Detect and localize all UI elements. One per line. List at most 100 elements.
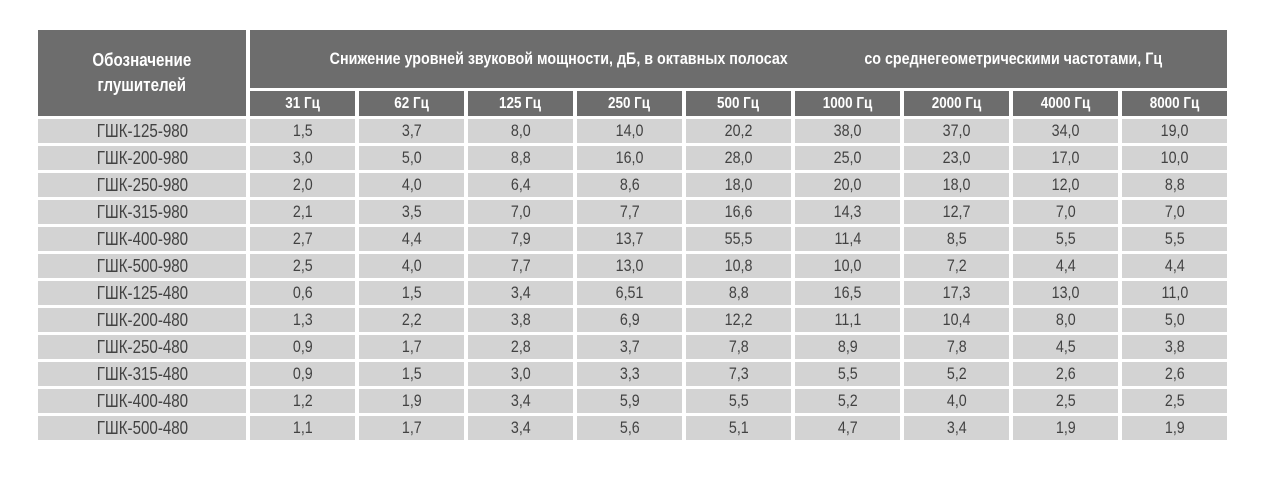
attenuation-value: 3,0: [292, 148, 313, 167]
attenuation-value: 10,0: [833, 256, 862, 275]
attenuation-value: 2,8: [510, 337, 531, 356]
attenuation-value: 7,3: [728, 364, 749, 383]
attenuation-value: 7,8: [728, 337, 749, 356]
attenuation-value: 8,0: [1055, 310, 1076, 329]
attenuation-value-cell: 11,4: [795, 227, 900, 251]
silencer-name-label: ГШК-400-980: [96, 228, 188, 249]
table-row: ГШК-315-980 2,1 3,5 7,0 7,7 16,6 14,3 12,7 7,0 7,…: [38, 200, 1227, 224]
attenuation-value: 4,4: [1164, 256, 1185, 275]
silencer-name-label: ГШК-315-980: [96, 201, 188, 222]
attenuation-value-cell: 55,5: [686, 227, 791, 251]
attenuation-value-cell: 5,9: [577, 389, 682, 413]
attenuation-value-cell: 5,1: [686, 416, 791, 440]
attenuation-value: 1,1: [292, 418, 313, 437]
attenuation-value: 37,0: [942, 121, 971, 140]
silencer-name-cell: ГШК-315-980: [38, 200, 246, 224]
attenuation-value: 12,0: [1051, 175, 1080, 194]
attenuation-value: 5,6: [619, 418, 640, 437]
frequency-header-label: 1000 Гц: [822, 94, 873, 112]
attenuation-value-cell: 7,0: [468, 200, 573, 224]
attenuation-value: 5,5: [1055, 229, 1076, 248]
main-header-line1: Снижение уровней звуковой мощности, дБ, …: [329, 49, 788, 69]
designation-header-line2: глушителей: [97, 75, 187, 95]
attenuation-value: 5,0: [401, 148, 422, 167]
attenuation-value: 3,7: [401, 121, 422, 140]
attenuation-value-cell: 1,5: [359, 281, 464, 305]
table-row: ГШК-500-980 2,5 4,0 7,7 13,0 10,8 10,0 7,2 4,4 4,…: [38, 254, 1227, 278]
attenuation-value-cell: 13,7: [577, 227, 682, 251]
attenuation-value-cell: 8,0: [1013, 308, 1118, 332]
attenuation-value-cell: 6,51: [577, 281, 682, 305]
attenuation-value-cell: 3,0: [468, 362, 573, 386]
attenuation-value-cell: 4,0: [359, 254, 464, 278]
attenuation-value-cell: 8,8: [468, 146, 573, 170]
attenuation-value: 12,7: [942, 202, 971, 221]
table-row: ГШК-250-980 2,0 4,0 6,4 8,6 18,0 20,0 18,0 12,0 8…: [38, 173, 1227, 197]
frequency-header-cell: 4000 Гц: [1013, 91, 1118, 116]
attenuation-value-cell: 3,3: [577, 362, 682, 386]
attenuation-value-cell: 10,0: [1122, 146, 1227, 170]
attenuation-value: 4,4: [1055, 256, 1076, 275]
attenuation-value: 3,7: [619, 337, 640, 356]
attenuation-value-cell: 2,5: [1013, 389, 1118, 413]
attenuation-value: 17,0: [1051, 148, 1080, 167]
attenuation-value: 5,5: [1164, 229, 1185, 248]
designation-header-cell: Обозначение глушителей: [38, 30, 246, 116]
silencer-name-label: ГШК-125-980: [96, 120, 188, 141]
table-row: ГШК-125-980 1,5 3,7 8,0 14,0 20,2 38,0 37,0 34,0…: [38, 119, 1227, 143]
attenuation-value-cell: 8,0: [468, 119, 573, 143]
attenuation-value: 2,6: [1055, 364, 1076, 383]
attenuation-value: 3,8: [510, 310, 531, 329]
attenuation-value: 8,8: [728, 283, 749, 302]
attenuation-value: 2,1: [292, 202, 313, 221]
attenuation-value-cell: 23,0: [904, 146, 1009, 170]
attenuation-value-cell: 17,0: [1013, 146, 1118, 170]
silencer-name-cell: ГШК-400-980: [38, 227, 246, 251]
attenuation-value-cell: 6,4: [468, 173, 573, 197]
attenuation-value-cell: 11,1: [795, 308, 900, 332]
attenuation-value-cell: 0,9: [250, 362, 355, 386]
attenuation-value-cell: 3,4: [468, 416, 573, 440]
table-body: ГШК-125-980 1,5 3,7 8,0 14,0 20,2 38,0 37,0 34,0…: [38, 119, 1227, 440]
attenuation-value: 3,4: [510, 391, 531, 410]
main-header-cell: Снижение уровней звуковой мощности, дБ, …: [250, 30, 1227, 88]
attenuation-value: 3,4: [510, 418, 531, 437]
attenuation-value: 19,0: [1160, 121, 1189, 140]
attenuation-value-cell: 7,0: [1013, 200, 1118, 224]
attenuation-value: 3,4: [946, 418, 967, 437]
attenuation-value-cell: 17,3: [904, 281, 1009, 305]
silencer-name-cell: ГШК-125-980: [38, 119, 246, 143]
attenuation-value-cell: 38,0: [795, 119, 900, 143]
silencer-name-cell: ГШК-200-980: [38, 146, 246, 170]
frequency-header-label: 2000 Гц: [931, 94, 982, 112]
silencer-name-cell: ГШК-500-980: [38, 254, 246, 278]
attenuation-value-cell: 1,9: [1122, 416, 1227, 440]
attenuation-value-cell: 4,4: [1122, 254, 1227, 278]
attenuation-value-cell: 5,2: [795, 389, 900, 413]
attenuation-value-cell: 3,7: [359, 119, 464, 143]
attenuation-value-cell: 34,0: [1013, 119, 1118, 143]
attenuation-value: 28,0: [724, 148, 753, 167]
attenuation-value-cell: 2,5: [1122, 389, 1227, 413]
attenuation-value-cell: 19,0: [1122, 119, 1227, 143]
attenuation-value: 16,0: [615, 148, 644, 167]
attenuation-value: 8,8: [510, 148, 531, 167]
attenuation-value: 20,2: [724, 121, 753, 140]
silencer-name-cell: ГШК-125-480: [38, 281, 246, 305]
attenuation-value: 7,7: [510, 256, 531, 275]
attenuation-value-cell: 1,5: [359, 362, 464, 386]
attenuation-value: 8,9: [837, 337, 858, 356]
attenuation-value-cell: 3,0: [250, 146, 355, 170]
attenuation-value: 3,5: [401, 202, 422, 221]
attenuation-value: 3,4: [510, 283, 531, 302]
attenuation-value-cell: 7,9: [468, 227, 573, 251]
attenuation-value-cell: 4,4: [1013, 254, 1118, 278]
attenuation-value-cell: 2,6: [1122, 362, 1227, 386]
attenuation-value: 8,8: [1164, 175, 1185, 194]
attenuation-value: 7,8: [946, 337, 967, 356]
frequency-header-label: 4000 Гц: [1040, 94, 1091, 112]
attenuation-value: 1,5: [292, 121, 313, 140]
attenuation-value: 7,0: [510, 202, 531, 221]
attenuation-value: 5,0: [1164, 310, 1185, 329]
attenuation-value-cell: 1,7: [359, 416, 464, 440]
